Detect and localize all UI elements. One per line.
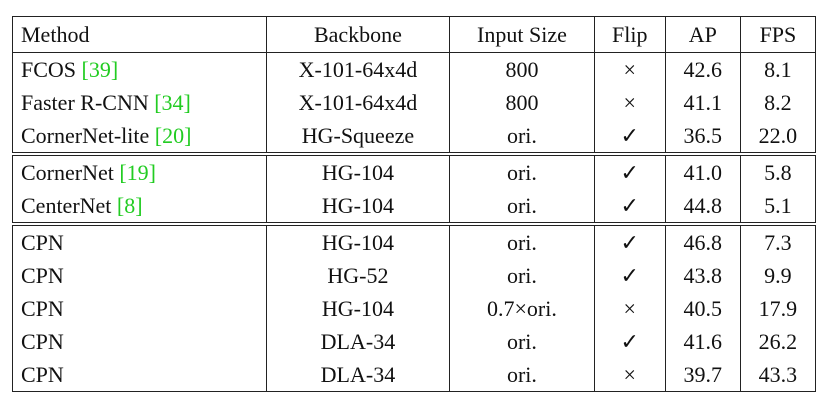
- table-row: CPN HG-104 ori. ✓ 46.8 7.3: [12, 222, 817, 259]
- method-cell: CornerNet-lite [20]: [12, 119, 267, 154]
- header-cell: FPS: [739, 16, 817, 53]
- flip-cell: ✓: [593, 259, 666, 292]
- method-cell: CornerNet [19]: [12, 152, 267, 189]
- backbone-cell: X-101-64x4d: [265, 86, 451, 119]
- backbone-cell: HG-52: [265, 259, 451, 292]
- ap-cell: 46.8: [664, 222, 741, 259]
- flip-cell: ✓: [593, 119, 666, 154]
- method-name: CornerNet-lite: [21, 122, 150, 148]
- flip-cell: ✓: [593, 325, 666, 358]
- header-cell: Method: [12, 16, 267, 53]
- method-cell: CPN: [12, 259, 267, 292]
- header-cell: Input Size: [449, 16, 595, 53]
- fps-cell: 8.2: [739, 86, 817, 119]
- input-cell: ori.: [449, 259, 595, 292]
- table-row: CPN DLA-34 ori. ✓ 41.6 26.2: [12, 325, 817, 358]
- table-header: Method Backbone Input Size Flip AP FPS: [12, 16, 817, 53]
- method-cell: Faster R-CNN [34]: [12, 86, 267, 119]
- fps-cell: 17.9: [739, 292, 817, 325]
- flip-cell: ✓: [593, 152, 666, 189]
- input-cell: ori.: [449, 222, 595, 259]
- flip-cell: ×: [593, 86, 666, 119]
- input-cell: 800: [449, 86, 595, 119]
- method-cell: CPN: [12, 292, 267, 325]
- row-group: FCOS [39] X-101-64x4d 800 × 42.6 8.1 Faster R-…: [12, 52, 817, 154]
- table-row: CPN DLA-34 ori. × 39.7 43.3: [12, 358, 817, 392]
- input-cell: 800: [449, 52, 595, 86]
- method-name: CornerNet: [21, 159, 114, 185]
- citation: [8]: [116, 192, 143, 218]
- fps-cell: 8.1: [739, 52, 817, 86]
- flip-cell: ×: [593, 292, 666, 325]
- fps-cell: 7.3: [739, 222, 817, 259]
- backbone-cell: DLA-34: [265, 358, 451, 392]
- method-name: CPN: [21, 229, 64, 255]
- table-row: CPN HG-104 0.7×ori. × 40.5 17.9: [12, 292, 817, 325]
- header-cell: Backbone: [265, 16, 451, 53]
- input-cell: ori.: [449, 325, 595, 358]
- table-row: Faster R-CNN [34] X-101-64x4d 800 × 41.1 8.2: [12, 86, 817, 119]
- ap-cell: 40.5: [664, 292, 741, 325]
- table-row: CPN HG-52 ori. ✓ 43.8 9.9: [12, 259, 817, 292]
- backbone-cell: HG-104: [265, 292, 451, 325]
- header-row: Method Backbone Input Size Flip AP FPS: [12, 16, 817, 53]
- method-cell: CenterNet [8]: [12, 189, 267, 224]
- header-cell: AP: [664, 16, 741, 53]
- fps-cell: 26.2: [739, 325, 817, 358]
- ap-cell: 39.7: [664, 358, 741, 392]
- flip-cell: ×: [593, 358, 666, 392]
- citation: [19]: [119, 159, 157, 185]
- method-cell: CPN: [12, 222, 267, 259]
- method-cell: FCOS [39]: [12, 52, 267, 86]
- input-cell: ori.: [449, 189, 595, 224]
- fps-cell: 5.1: [739, 189, 817, 224]
- fps-cell: 9.9: [739, 259, 817, 292]
- table-row: FCOS [39] X-101-64x4d 800 × 42.6 8.1: [12, 52, 817, 86]
- flip-cell: ×: [593, 52, 666, 86]
- method-name: CPN: [21, 262, 64, 288]
- row-group: CPN HG-104 ori. ✓ 46.8 7.3 CPN HG-52 ori. ✓ 43.8 9.…: [12, 222, 817, 392]
- table-row: CornerNet-lite [20] HG-Squeeze ori. ✓ 36.5 22…: [12, 119, 817, 154]
- fps-cell: 43.3: [739, 358, 817, 392]
- input-cell: 0.7×ori.: [449, 292, 595, 325]
- method-cell: CPN: [12, 358, 267, 392]
- table-row: CornerNet [19] HG-104 ori. ✓ 41.0 5.8: [12, 152, 817, 189]
- header-cell: Flip: [593, 16, 666, 53]
- backbone-cell: X-101-64x4d: [265, 52, 451, 86]
- table-row: CenterNet [8] HG-104 ori. ✓ 44.8 5.1: [12, 189, 817, 224]
- method-cell: CPN: [12, 325, 267, 358]
- fps-cell: 22.0: [739, 119, 817, 154]
- citation: [39]: [81, 56, 119, 82]
- method-name: FCOS: [21, 56, 77, 82]
- method-name: CPN: [21, 328, 64, 354]
- ap-cell: 41.0: [664, 152, 741, 189]
- backbone-cell: HG-104: [265, 222, 451, 259]
- flip-cell: ✓: [593, 189, 666, 224]
- input-cell: ori.: [449, 152, 595, 189]
- flip-cell: ✓: [593, 222, 666, 259]
- ap-cell: 36.5: [664, 119, 741, 154]
- method-name: CenterNet: [21, 192, 112, 218]
- results-table: Method Backbone Input Size Flip AP FPS FCOS […: [12, 16, 817, 392]
- backbone-cell: HG-104: [265, 152, 451, 189]
- ap-cell: 42.6: [664, 52, 741, 86]
- backbone-cell: HG-Squeeze: [265, 119, 451, 154]
- citation: [20]: [154, 122, 192, 148]
- row-group: CornerNet [19] HG-104 ori. ✓ 41.0 5.8 CenterNe…: [12, 152, 817, 224]
- method-name: Faster R-CNN: [21, 89, 149, 115]
- backbone-cell: HG-104: [265, 189, 451, 224]
- method-name: CPN: [21, 361, 64, 387]
- ap-cell: 43.8: [664, 259, 741, 292]
- ap-cell: 41.6: [664, 325, 741, 358]
- method-name: CPN: [21, 295, 64, 321]
- input-cell: ori.: [449, 358, 595, 392]
- input-cell: ori.: [449, 119, 595, 154]
- backbone-cell: DLA-34: [265, 325, 451, 358]
- ap-cell: 44.8: [664, 189, 741, 224]
- fps-cell: 5.8: [739, 152, 817, 189]
- ap-cell: 41.1: [664, 86, 741, 119]
- citation: [34]: [154, 89, 191, 115]
